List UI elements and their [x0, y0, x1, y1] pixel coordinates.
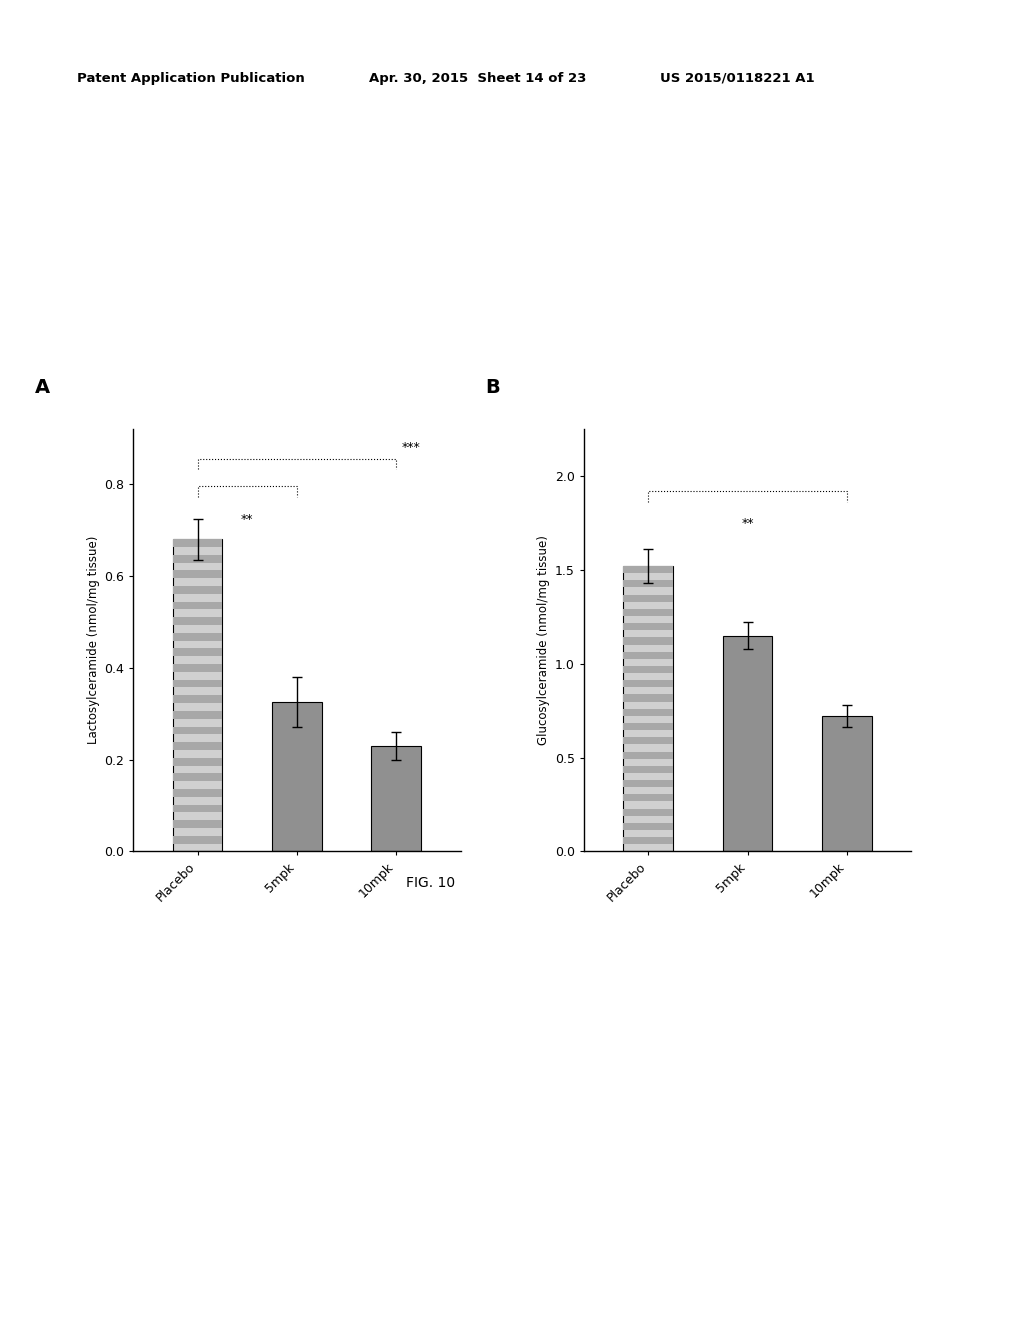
Bar	[624, 738, 673, 744]
Bar	[173, 602, 222, 610]
Bar	[173, 726, 222, 734]
Text: A: A	[35, 379, 50, 397]
Text: **: **	[741, 517, 754, 531]
Bar	[624, 709, 673, 715]
Text: Patent Application Publication: Patent Application Publication	[77, 71, 304, 84]
Bar	[624, 581, 673, 587]
Bar	[272, 702, 322, 851]
Bar	[372, 746, 421, 851]
Bar	[173, 554, 222, 562]
Bar	[822, 717, 871, 851]
Bar	[624, 594, 673, 602]
Bar	[173, 664, 222, 672]
Bar	[173, 648, 222, 656]
Bar	[173, 539, 222, 546]
Y-axis label: Glucosylceramide (nmol/mg tissue): Glucosylceramide (nmol/mg tissue)	[538, 536, 551, 744]
Bar	[173, 742, 222, 750]
Bar	[624, 795, 673, 801]
Bar	[624, 566, 673, 573]
Bar	[173, 820, 222, 828]
Bar	[173, 711, 222, 718]
Text: ***: ***	[401, 441, 420, 454]
Bar	[624, 680, 673, 688]
Bar	[173, 805, 222, 812]
Bar	[723, 635, 772, 851]
Text: **: **	[241, 512, 254, 525]
Text: B: B	[485, 379, 500, 397]
Bar	[173, 696, 222, 704]
Bar	[624, 809, 673, 816]
Bar	[624, 694, 673, 702]
Bar	[173, 632, 222, 640]
Bar	[173, 789, 222, 797]
Text: FIG. 10: FIG. 10	[406, 876, 455, 890]
Bar	[173, 618, 222, 626]
Bar	[624, 822, 673, 830]
Bar	[624, 566, 673, 851]
Bar	[624, 623, 673, 630]
Bar	[624, 609, 673, 616]
Bar	[173, 680, 222, 688]
Bar	[173, 539, 222, 851]
Bar	[624, 665, 673, 673]
Bar	[173, 758, 222, 766]
Bar	[624, 638, 673, 644]
Bar	[624, 751, 673, 759]
Bar	[624, 652, 673, 659]
Y-axis label: Lactosylceramide (nmol/mg tissue): Lactosylceramide (nmol/mg tissue)	[87, 536, 100, 744]
Bar	[624, 723, 673, 730]
Bar	[624, 766, 673, 774]
Bar	[624, 837, 673, 845]
Bar	[173, 774, 222, 781]
Bar	[173, 570, 222, 578]
Bar	[173, 586, 222, 594]
Text: US 2015/0118221 A1: US 2015/0118221 A1	[660, 71, 815, 84]
Bar	[173, 836, 222, 843]
Bar	[624, 780, 673, 787]
Text: Apr. 30, 2015  Sheet 14 of 23: Apr. 30, 2015 Sheet 14 of 23	[369, 71, 586, 84]
